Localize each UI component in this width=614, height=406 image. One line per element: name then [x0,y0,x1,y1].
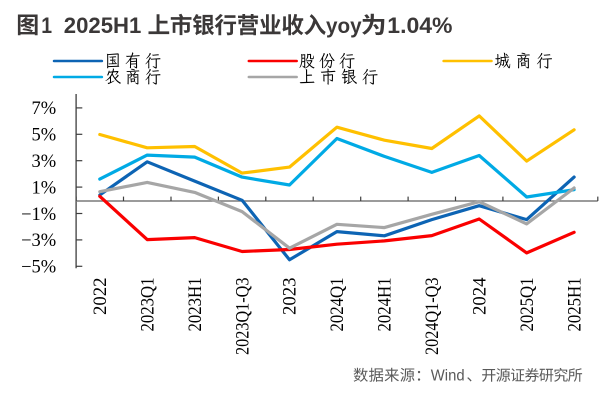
svg-text:1: 1 [41,13,52,38]
svg-text:2022: 2022 [91,278,111,316]
svg-text:2023Q1-Q3: 2023Q1-Q3 [233,278,253,356]
svg-text:2024Q1-Q3: 2024Q1-Q3 [423,278,443,356]
svg-text:2025Q1: 2025Q1 [518,278,538,332]
svg-text:−3%: −3% [21,231,56,251]
svg-text:5%: 5% [32,126,57,146]
svg-text:Wind: Wind [431,368,465,385]
svg-text:2025H1: 2025H1 [64,13,142,38]
svg-text:2023Q1: 2023Q1 [138,278,158,332]
svg-text:7%: 7% [32,99,57,119]
svg-text:2024Q1: 2024Q1 [328,278,348,332]
svg-text:yoy: yoy [326,15,362,38]
svg-text:2023: 2023 [281,278,301,316]
svg-text:−5%: −5% [21,258,56,278]
svg-text:1%: 1% [32,178,57,198]
svg-text:2024H1: 2024H1 [376,278,396,332]
svg-text:2025H1: 2025H1 [565,278,585,332]
svg-text:1.04%: 1.04% [387,13,452,38]
svg-text:2023H1: 2023H1 [186,278,206,332]
svg-text:−1%: −1% [21,205,56,225]
svg-text:2024: 2024 [470,278,490,316]
svg-text:3%: 3% [32,152,57,172]
